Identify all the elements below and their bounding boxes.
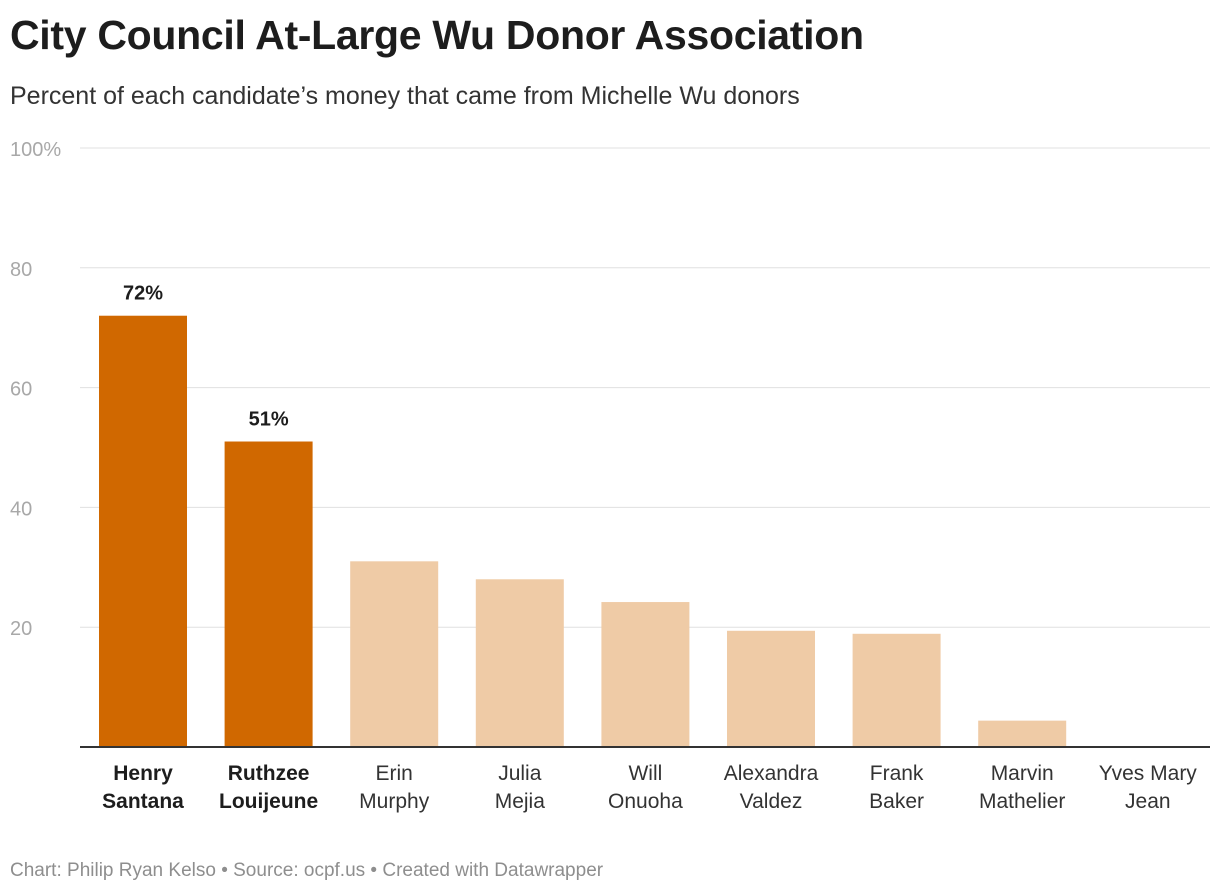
chart-title: City Council At-Large Wu Donor Associati… <box>10 12 864 58</box>
category-label-1: Ruthzee Louijeune <box>219 762 318 813</box>
category-label-6-line-1: Baker <box>869 790 924 813</box>
y-tick-label-40: 40 <box>10 498 32 520</box>
bar-7 <box>978 720 1067 747</box>
axes: 20 40 60 80 100% Henry Santana Ruthzee Louijeune… <box>10 139 1210 813</box>
category-label-7: Marvin Mathelier <box>979 762 1065 813</box>
category-label-0: Henry Santana <box>102 762 184 813</box>
category-label-2: Erin Murphy <box>359 762 430 813</box>
category-label-8-line-1: Jean <box>1125 790 1171 813</box>
chart-subtitle: Percent of each candidate’s money that c… <box>10 82 800 110</box>
category-label-4-line-0: Will <box>628 762 662 785</box>
category-label-1-line-0: Ruthzee <box>228 762 310 785</box>
category-label-8: Yves Mary Jean <box>1099 762 1198 813</box>
y-tick-label-60: 60 <box>10 379 32 401</box>
category-label-1-line-1: Louijeune <box>219 790 318 813</box>
category-label-4: Will Onuoha <box>608 762 683 813</box>
category-label-3: Julia Mejia <box>495 762 546 813</box>
chart-footer: Chart: Philip Ryan Kelso • Source: ocpf.… <box>10 860 604 881</box>
y-tick-label-80: 80 <box>10 259 32 281</box>
bar-6 <box>852 633 941 747</box>
y-tick-label-100: 100% <box>10 139 61 161</box>
category-label-0-line-1: Santana <box>102 790 184 813</box>
bar-1 <box>224 441 313 747</box>
bar-2 <box>350 561 439 747</box>
category-label-2-line-1: Murphy <box>359 790 430 813</box>
bar-0 <box>99 315 187 747</box>
bar-5 <box>727 630 815 747</box>
data-label-1: 51% <box>249 409 289 431</box>
category-label-6: Frank Baker <box>869 762 924 813</box>
category-label-5: Alexandra Valdez <box>724 762 819 813</box>
category-label-8-line-0: Yves Mary <box>1099 762 1198 785</box>
data-label-0: 72% <box>123 283 163 305</box>
y-tick-label-20: 20 <box>10 618 32 640</box>
bar-4 <box>601 602 690 747</box>
category-label-7-line-0: Marvin <box>991 762 1054 785</box>
category-label-0-line-0: Henry <box>113 762 173 785</box>
category-label-3-line-1: Mejia <box>495 790 546 813</box>
category-label-3-line-0: Julia <box>498 762 542 785</box>
bar-3 <box>475 579 564 747</box>
category-label-2-line-0: Erin <box>376 762 413 785</box>
data-labels: 72% 51% <box>123 283 289 431</box>
category-label-7-line-1: Mathelier <box>979 790 1065 813</box>
category-label-5-line-1: Valdez <box>740 790 803 813</box>
bars <box>99 315 1067 747</box>
category-label-5-line-0: Alexandra <box>724 762 819 785</box>
category-label-6-line-0: Frank <box>870 762 924 785</box>
category-label-4-line-1: Onuoha <box>608 790 683 813</box>
